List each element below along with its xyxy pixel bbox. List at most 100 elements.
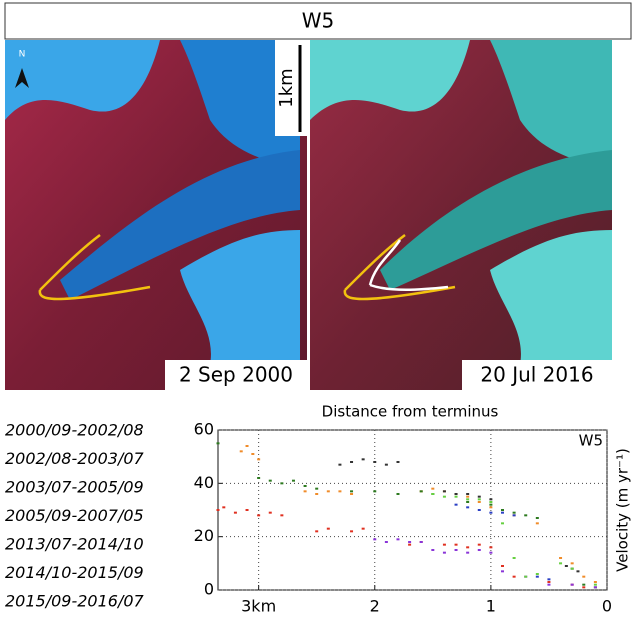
point [454,495,458,498]
point [361,458,365,461]
point [570,583,574,586]
point [512,575,516,578]
point [251,453,255,455]
north-label: N [19,50,26,60]
point [408,543,412,546]
point [419,490,423,493]
point [466,495,470,498]
point [442,551,446,554]
point [326,527,330,530]
y-axis-label: Velocity (m yr⁻¹) [614,448,632,572]
y-tick-label: 60 [194,420,214,439]
x-tick-label: 1 [486,597,496,616]
right-image [310,40,612,390]
point [280,514,284,517]
point [239,450,243,453]
left-image [5,40,307,390]
point [466,493,470,495]
point [570,562,574,565]
point [524,575,528,578]
point [489,511,493,514]
y-tick-label: 40 [194,473,214,492]
point [233,511,237,514]
point [350,530,354,533]
point [582,586,586,589]
point [477,501,481,503]
point [500,522,504,525]
point [559,557,563,559]
point [454,543,458,546]
annotation: W5 [579,432,603,450]
point [500,570,504,573]
scale-box [275,40,307,136]
point [524,514,528,517]
point [535,517,539,519]
point [291,479,295,482]
point [350,493,354,495]
x-tick-label: 3km [241,597,276,616]
chart-title: Distance from terminus [322,403,499,421]
point [245,509,249,511]
point [500,565,504,567]
legend-label: 2005/09-2007/05 [5,506,144,525]
point [257,458,261,461]
point [512,511,516,514]
point [593,581,597,583]
point [477,509,481,511]
point [419,541,423,543]
point [466,501,470,503]
point [489,501,493,503]
chart: Distance from terminus [217,403,608,591]
point [431,487,435,490]
y-tick-label: 0 [204,580,214,599]
point [338,463,342,466]
point [477,549,481,551]
point [454,549,458,551]
point [315,487,319,490]
point [216,442,220,445]
y-tick-label: 20 [194,526,214,545]
legend-label: 2014/10-2015/09 [5,563,144,582]
point [593,583,597,586]
point [338,490,342,493]
x-tick-label: 0 [602,597,612,616]
point [466,498,470,501]
date-box [462,360,612,390]
point [245,445,249,447]
point [576,570,580,573]
date-box [165,360,307,390]
point [564,565,568,567]
point [431,549,435,551]
point [454,493,458,495]
point [489,551,493,554]
plot-frame [217,429,608,591]
point [350,461,354,463]
point [454,503,458,506]
point [489,546,493,549]
north-arrow [15,68,29,88]
date-label: 2 Sep 2000 [179,363,293,387]
point [477,495,481,498]
point [373,461,377,463]
point [547,581,551,583]
point [268,479,272,482]
point [315,530,319,533]
point [257,514,261,517]
title-box [4,2,632,40]
point [535,575,539,578]
point [477,498,481,501]
point [303,485,307,487]
point [408,541,412,543]
point [396,538,400,541]
point [570,567,574,570]
legend-label: 2000/09-2002/08 [5,421,144,440]
point [257,477,261,479]
point [512,557,516,559]
point [303,490,307,493]
point [350,490,354,493]
point [593,586,597,589]
point [582,575,586,578]
point [373,538,377,541]
legend-label: 2002/08-2003/07 [5,449,145,468]
